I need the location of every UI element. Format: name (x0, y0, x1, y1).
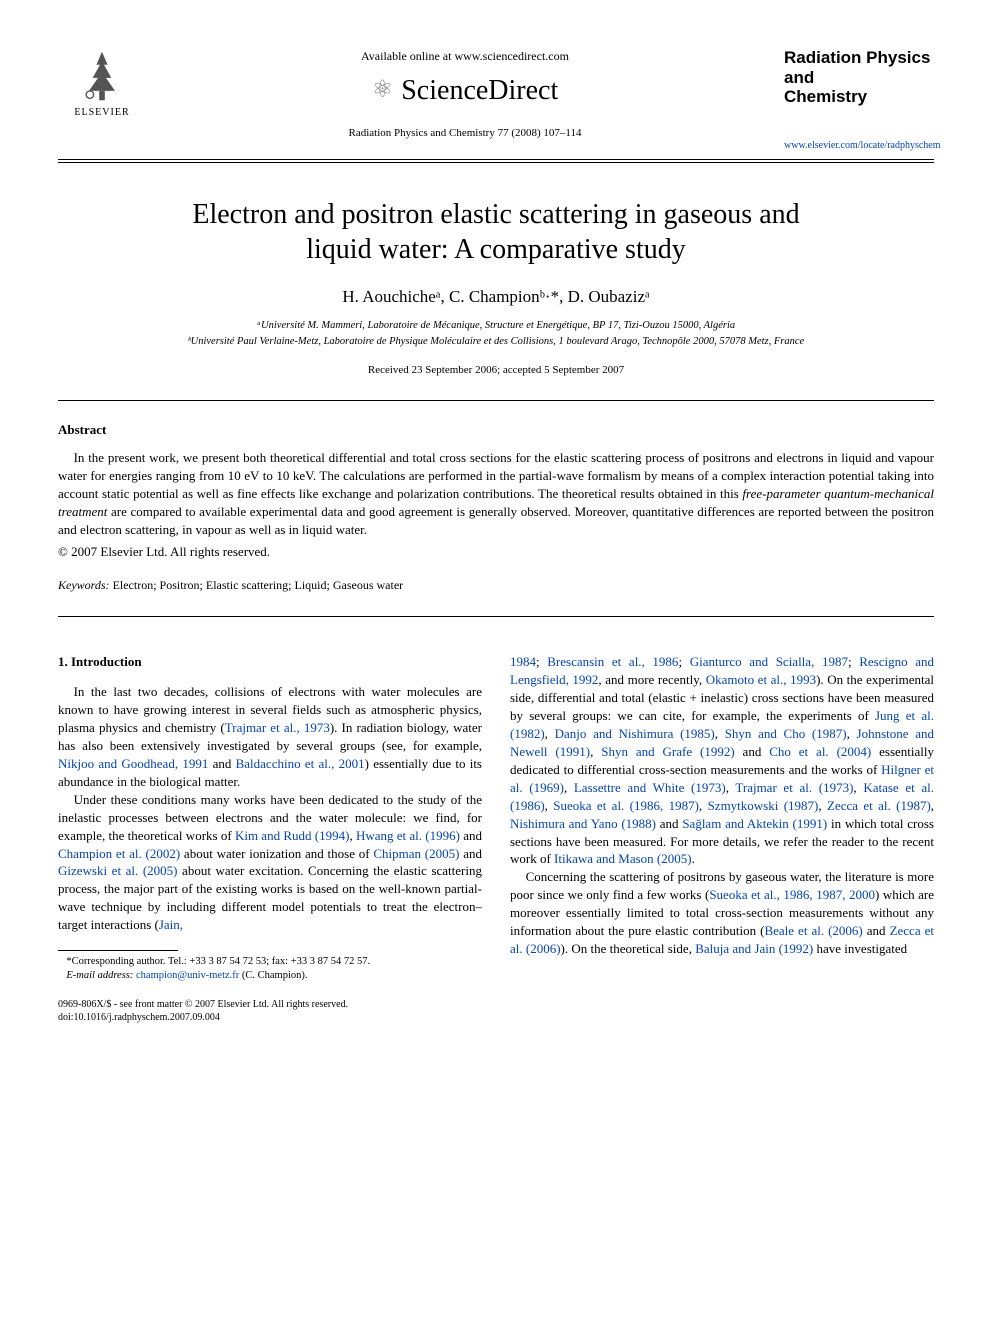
cite-brescansin-1986[interactable]: Brescansin et al., 1986 (547, 654, 678, 669)
cite-szmytkowski-1987[interactable]: Szmytkowski (1987) (708, 798, 819, 813)
abstract-body: In the present work, we present both the… (58, 449, 934, 539)
cite-gizewski-2005[interactable]: Gizewski et al. (2005) (58, 863, 177, 878)
cite-nishimura-1988[interactable]: Nishimura and Yano (1988) (510, 816, 656, 831)
cite-shyn-grafe-1992[interactable]: Shyn and Grafe (1992) (601, 744, 734, 759)
cite-sueoka-1986[interactable]: Sueoka et al. (1986, 1987) (553, 798, 699, 813)
cite-gianturco-1987[interactable]: Gianturco and Scialla, 1987 (690, 654, 848, 669)
paper-header: ELSEVIER Available online at www.science… (58, 48, 934, 153)
cite-trajmar-1973b[interactable]: Trajmar et al. (1973) (735, 780, 853, 795)
left-col-footer: *Corresponding author. Tel.: +33 3 87 54… (58, 950, 482, 1024)
abstract-heading: Abstract (58, 421, 934, 439)
cite-danjo-1985[interactable]: Danjo and Nishimura (1985) (555, 726, 715, 741)
page-footer: 0969-806X/$ - see front matter © 2007 El… (58, 998, 482, 1025)
keywords-label: Keywords: (58, 578, 110, 592)
cite-sueoka-multi[interactable]: Sueoka et al., 1986, 1987, 2000 (709, 887, 875, 902)
title-abstract-rule (58, 400, 934, 401)
header-rule-2 (58, 162, 934, 163)
cite-baluja-1992[interactable]: Baluja and Jain (1992) (695, 941, 813, 956)
author-email[interactable]: champion@univ-metz.fr (133, 970, 242, 981)
article-dates: Received 23 September 2006; accepted 5 S… (58, 363, 934, 378)
corresponding-author-footnote: *Corresponding author. Tel.: +33 3 87 54… (58, 955, 482, 969)
cite-nikjoo-1991[interactable]: Nikjoo and Goodhead, 1991 (58, 756, 208, 771)
cite-cho-2004[interactable]: Cho et al. (2004) (769, 744, 871, 759)
cite-hwang-1996[interactable]: Hwang et al. (1996) (356, 828, 460, 843)
cite-trajmar-1973[interactable]: Trajmar et al., 1973 (225, 720, 330, 735)
doi-line: doi:10.1016/j.radphyschem.2007.09.004 (58, 1012, 220, 1023)
sciencedirect-brand: ⚛ ScienceDirect (372, 71, 559, 110)
cite-kim-rudd-1994[interactable]: Kim and Rudd (1994) (235, 828, 350, 843)
abstract-body-rule (58, 616, 934, 617)
sciencedirect-word: ScienceDirect (401, 71, 558, 110)
available-online-text: Available online at www.sciencedirect.co… (146, 48, 784, 65)
cite-chipman-2005[interactable]: Chipman (2005) (373, 846, 459, 861)
intro-para-4: Concerning the scattering of positrons b… (510, 868, 934, 958)
journal-name: Radiation Physics and Chemistry (784, 48, 934, 107)
journal-badge: Radiation Physics and Chemistry www.else… (784, 48, 934, 153)
journal-url[interactable]: www.elsevier.com/locate/radphyschem (784, 139, 934, 153)
elsevier-tree-icon (74, 48, 130, 104)
cite-itikawa-2005[interactable]: Itikawa and Mason (2005) (554, 851, 692, 866)
journal-reference: Radiation Physics and Chemistry 77 (2008… (146, 126, 784, 141)
issn-line: 0969-806X/$ - see front matter © 2007 El… (58, 999, 348, 1010)
cite-okamoto-1993[interactable]: Okamoto et al., 1993 (706, 672, 816, 687)
email-footnote: E-mail address: champion@univ-metz.fr (C… (58, 969, 482, 983)
cite-champion-2002[interactable]: Champion et al. (2002) (58, 846, 180, 861)
cite-shyn-cho-1987[interactable]: Shyn and Cho (1987) (725, 726, 847, 741)
cite-saglam-1991[interactable]: Sağlam and Aktekin (1991) (682, 816, 827, 831)
article-body: 1. Introduction In the last two decades,… (58, 653, 934, 1024)
keywords-text: Electron; Positron; Elastic scattering; … (110, 578, 404, 592)
cite-baldacchino-2001[interactable]: Baldacchino et al., 2001 (236, 756, 365, 771)
footnote-rule (58, 950, 178, 951)
publisher-name: ELSEVIER (74, 106, 129, 120)
intro-para-3: 1984; Brescansin et al., 1986; Gianturco… (510, 653, 934, 868)
cite-jain[interactable]: Jain, (159, 917, 183, 932)
article-title: Electron and positron elastic scattering… (58, 197, 934, 267)
intro-para-2: Under these conditions many works have b… (58, 791, 482, 935)
abstract-copyright: © 2007 Elsevier Ltd. All rights reserved… (58, 543, 934, 561)
header-center: Available online at www.sciencedirect.co… (146, 48, 784, 141)
sciencedirect-icon: ⚛ (372, 78, 394, 102)
cite-beale-2006[interactable]: Beale et al. (2006) (764, 923, 862, 938)
section-1-heading: 1. Introduction (58, 653, 482, 671)
affiliations: ᵃUniversité M. Mammeri, Laboratoire de M… (58, 318, 934, 348)
intro-para-1: In the last two decades, collisions of e… (58, 683, 482, 791)
keywords: Keywords: Electron; Positron; Elastic sc… (58, 577, 934, 594)
authors: H. Aouchicheᵃ, C. Championᵇ·*, D. Oubazi… (58, 285, 934, 309)
cite-zecca-1987[interactable]: Zecca et al. (1987) (827, 798, 931, 813)
header-rule-1 (58, 159, 934, 160)
publisher-block: ELSEVIER (58, 48, 146, 120)
cite-lassettre-1973[interactable]: Lassettre and White (1973) (574, 780, 726, 795)
